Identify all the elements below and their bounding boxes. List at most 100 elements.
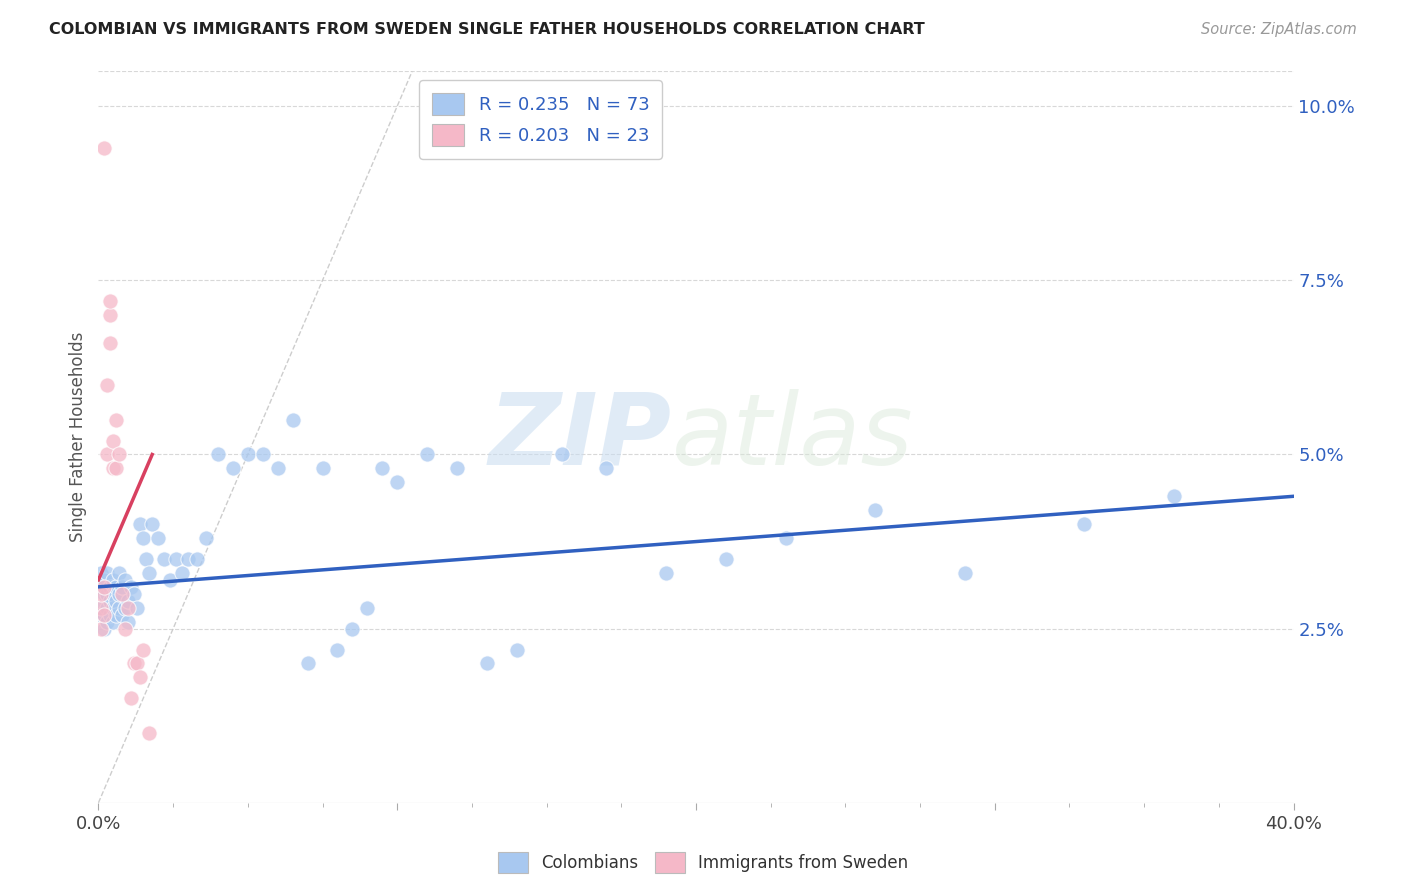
- Point: [93, 573, 115, 587]
- Point: [114, 600, 136, 615]
- Point: [148, 531, 170, 545]
- Point: [117, 615, 139, 629]
- Point: [96, 600, 118, 615]
- Point: [98, 607, 122, 622]
- Point: [96, 615, 118, 629]
- Point: [281, 412, 304, 426]
- Point: [186, 552, 208, 566]
- Point: [371, 461, 394, 475]
- Point: [117, 600, 139, 615]
- Point: [120, 691, 142, 706]
- Point: [105, 594, 128, 608]
- Point: [326, 642, 349, 657]
- Point: [93, 141, 115, 155]
- Point: [475, 657, 498, 671]
- Point: [135, 552, 157, 566]
- Point: [550, 448, 572, 462]
- Point: [98, 294, 122, 309]
- Text: Source: ZipAtlas.com: Source: ZipAtlas.com: [1201, 22, 1357, 37]
- Point: [105, 607, 128, 622]
- Point: [114, 573, 136, 587]
- Point: [98, 580, 122, 594]
- Point: [127, 657, 149, 671]
- Point: [267, 461, 290, 475]
- Point: [93, 607, 115, 622]
- Point: [93, 622, 115, 636]
- Point: [90, 607, 112, 622]
- Point: [90, 580, 112, 594]
- Point: [90, 600, 112, 615]
- Point: [153, 552, 176, 566]
- Point: [655, 566, 678, 580]
- Point: [138, 726, 160, 740]
- Point: [96, 377, 118, 392]
- Text: COLOMBIAN VS IMMIGRANTS FROM SWEDEN SINGLE FATHER HOUSEHOLDS CORRELATION CHART: COLOMBIAN VS IMMIGRANTS FROM SWEDEN SING…: [49, 22, 925, 37]
- Point: [129, 670, 152, 684]
- Point: [105, 580, 128, 594]
- Point: [311, 461, 333, 475]
- Point: [103, 600, 125, 615]
- Point: [96, 448, 118, 462]
- Point: [93, 607, 115, 622]
- Point: [714, 552, 737, 566]
- Point: [108, 566, 131, 580]
- Point: [1163, 489, 1185, 503]
- Point: [141, 517, 163, 532]
- Point: [385, 475, 409, 490]
- Point: [90, 566, 112, 580]
- Point: [103, 587, 125, 601]
- Legend: R = 0.235   N = 73, R = 0.203   N = 23: R = 0.235 N = 73, R = 0.203 N = 23: [419, 80, 662, 159]
- Point: [124, 657, 146, 671]
- Point: [98, 308, 122, 322]
- Point: [195, 531, 218, 545]
- Y-axis label: Single Father Households: Single Father Households: [69, 332, 87, 542]
- Point: [96, 566, 118, 580]
- Point: [90, 587, 112, 601]
- Point: [138, 566, 160, 580]
- Point: [98, 594, 122, 608]
- Point: [356, 600, 378, 615]
- Text: ZIP: ZIP: [489, 389, 672, 485]
- Point: [93, 587, 115, 601]
- Point: [124, 587, 146, 601]
- Point: [103, 461, 125, 475]
- Point: [90, 600, 112, 615]
- Point: [96, 587, 118, 601]
- Point: [108, 600, 131, 615]
- Point: [1073, 517, 1095, 532]
- Point: [177, 552, 200, 566]
- Point: [342, 622, 364, 636]
- Point: [120, 580, 142, 594]
- Point: [111, 607, 134, 622]
- Point: [595, 461, 617, 475]
- Point: [103, 434, 125, 448]
- Point: [236, 448, 259, 462]
- Point: [129, 517, 152, 532]
- Point: [416, 448, 439, 462]
- Point: [117, 594, 139, 608]
- Point: [111, 580, 134, 594]
- Point: [132, 642, 155, 657]
- Point: [252, 448, 274, 462]
- Point: [98, 336, 122, 351]
- Point: [506, 642, 529, 657]
- Point: [446, 461, 468, 475]
- Point: [207, 448, 229, 462]
- Point: [103, 573, 125, 587]
- Point: [105, 412, 128, 426]
- Point: [159, 573, 181, 587]
- Point: [90, 622, 112, 636]
- Point: [297, 657, 319, 671]
- Point: [93, 580, 115, 594]
- Point: [132, 531, 155, 545]
- Point: [108, 587, 131, 601]
- Legend: Colombians, Immigrants from Sweden: Colombians, Immigrants from Sweden: [491, 846, 915, 880]
- Point: [165, 552, 187, 566]
- Point: [172, 566, 194, 580]
- Point: [108, 448, 131, 462]
- Point: [865, 503, 887, 517]
- Point: [775, 531, 797, 545]
- Point: [127, 600, 149, 615]
- Point: [953, 566, 976, 580]
- Point: [222, 461, 245, 475]
